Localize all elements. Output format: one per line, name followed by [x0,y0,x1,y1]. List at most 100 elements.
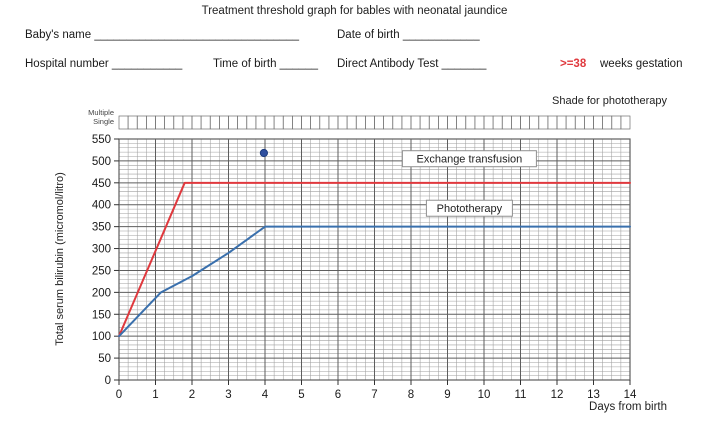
strip-cell [374,115,384,130]
strip-cell [419,115,430,130]
strip-cell [456,115,467,130]
strip-cell [511,115,521,130]
strip-cell [474,115,485,130]
strip-cell [483,115,494,130]
x-tick-label: 1 [152,389,158,401]
strip-cell [410,115,421,130]
strip-cell [292,115,302,130]
y-tick-label: 0 [105,375,111,387]
y-tick-label: 150 [92,309,111,321]
strip-cell [401,115,412,130]
strip-cell [602,115,613,130]
x-tick-label: 5 [298,389,304,401]
strip-cell [593,115,603,130]
annotation-label: Exchange transfusion [417,154,523,166]
strip-cell [228,115,238,130]
strip-cell [209,115,220,130]
strip-cell [501,115,512,130]
strip-cell [392,115,403,130]
strip-cell [182,115,193,130]
direct-antibody-test-field: Direct Antibody Test _______ [337,58,487,70]
strip-cell [611,115,622,130]
strip-cell [319,115,330,130]
strip-cell [584,115,594,130]
strip-cell [520,115,530,130]
strip-cell [264,115,275,130]
page-title: Treatment threshold graph for bables wit… [201,5,508,17]
strip-label-single: Single [93,117,114,126]
strip-cell [246,115,257,130]
strip-cell [237,115,248,130]
x-tick-label: 13 [587,389,600,401]
strip-cell [155,115,165,130]
x-tick-label: 10 [478,389,491,401]
strip-cell [310,115,321,130]
x-tick-label: 3 [225,389,231,401]
strip-cell [355,115,366,130]
strip-cell [191,115,202,130]
x-tick-label: 7 [371,389,377,401]
strip-cell [565,115,576,130]
strip-cell [173,115,184,130]
strip-cell [547,115,558,130]
x-tick-label: 0 [116,389,122,401]
shade-for-phototherapy-note: Shade for phototherapy [552,95,667,107]
strip-cell [492,115,503,130]
y-tick-label: 550 [92,134,111,146]
y-tick-label: 300 [92,244,111,256]
strip-cell [383,115,394,130]
y-tick-label: 100 [92,331,111,343]
annotation-box [401,150,537,168]
y-tick-label: 200 [92,287,111,299]
strip-cell [164,115,175,130]
y-tick-label: 350 [92,222,111,234]
y-tick-label: 400 [92,200,111,212]
date-of-birth-field: Date of birth ____________ [337,29,480,41]
strip-cell [365,115,375,130]
strip-cell [273,115,284,130]
strip-cell [255,115,266,130]
strip-cell [282,115,293,130]
strip-cell [529,115,540,130]
strip-cell [127,115,138,130]
series-phototherapy [118,225,631,338]
x-tick-label: 6 [335,389,341,401]
gestation-unit-label: weeks gestation [600,58,683,70]
annotation-label: Phototherapy [437,203,503,215]
annotation-box [425,199,513,217]
y-tick-label: 250 [92,265,111,277]
strip-cell [465,115,476,130]
strip-cell [447,115,457,130]
time-of-birth-field: Time of birth ______ [213,58,319,70]
strip-cell [219,115,229,130]
strip-label-multiple: Multiple [88,108,114,117]
strip-cell [301,115,311,130]
y-tick-label: 500 [92,156,111,168]
strip-cell [136,115,147,130]
y-tick-label: 50 [98,353,111,365]
x-tick-label: 8 [408,389,414,401]
x-tick-label: 4 [262,389,269,401]
x-tick-label: 9 [444,389,450,401]
x-tick-label: 14 [624,389,637,401]
x-axis-label: Days from birth [589,401,667,413]
strip-cell [428,115,439,130]
gestation-value: >=38 [560,58,587,70]
strip-cell [438,115,448,130]
strip-cell [620,115,631,130]
series-exchange-transfusion [118,181,631,338]
strip-cell [328,115,339,130]
x-tick-label: 11 [515,389,527,401]
baby-name-field: Baby's name ____________________________… [25,29,299,41]
strip-cell [538,115,549,130]
hospital-number-field: Hospital number ___________ [25,58,183,70]
strip-cell [118,115,129,130]
strip-cell [146,115,156,130]
phototherapy-strip-labels: Multiple Single [0,108,114,126]
strip-cell [346,115,357,130]
x-tick-label: 12 [551,389,564,401]
x-tick-label: 2 [189,389,195,401]
strip-cell [200,115,211,130]
